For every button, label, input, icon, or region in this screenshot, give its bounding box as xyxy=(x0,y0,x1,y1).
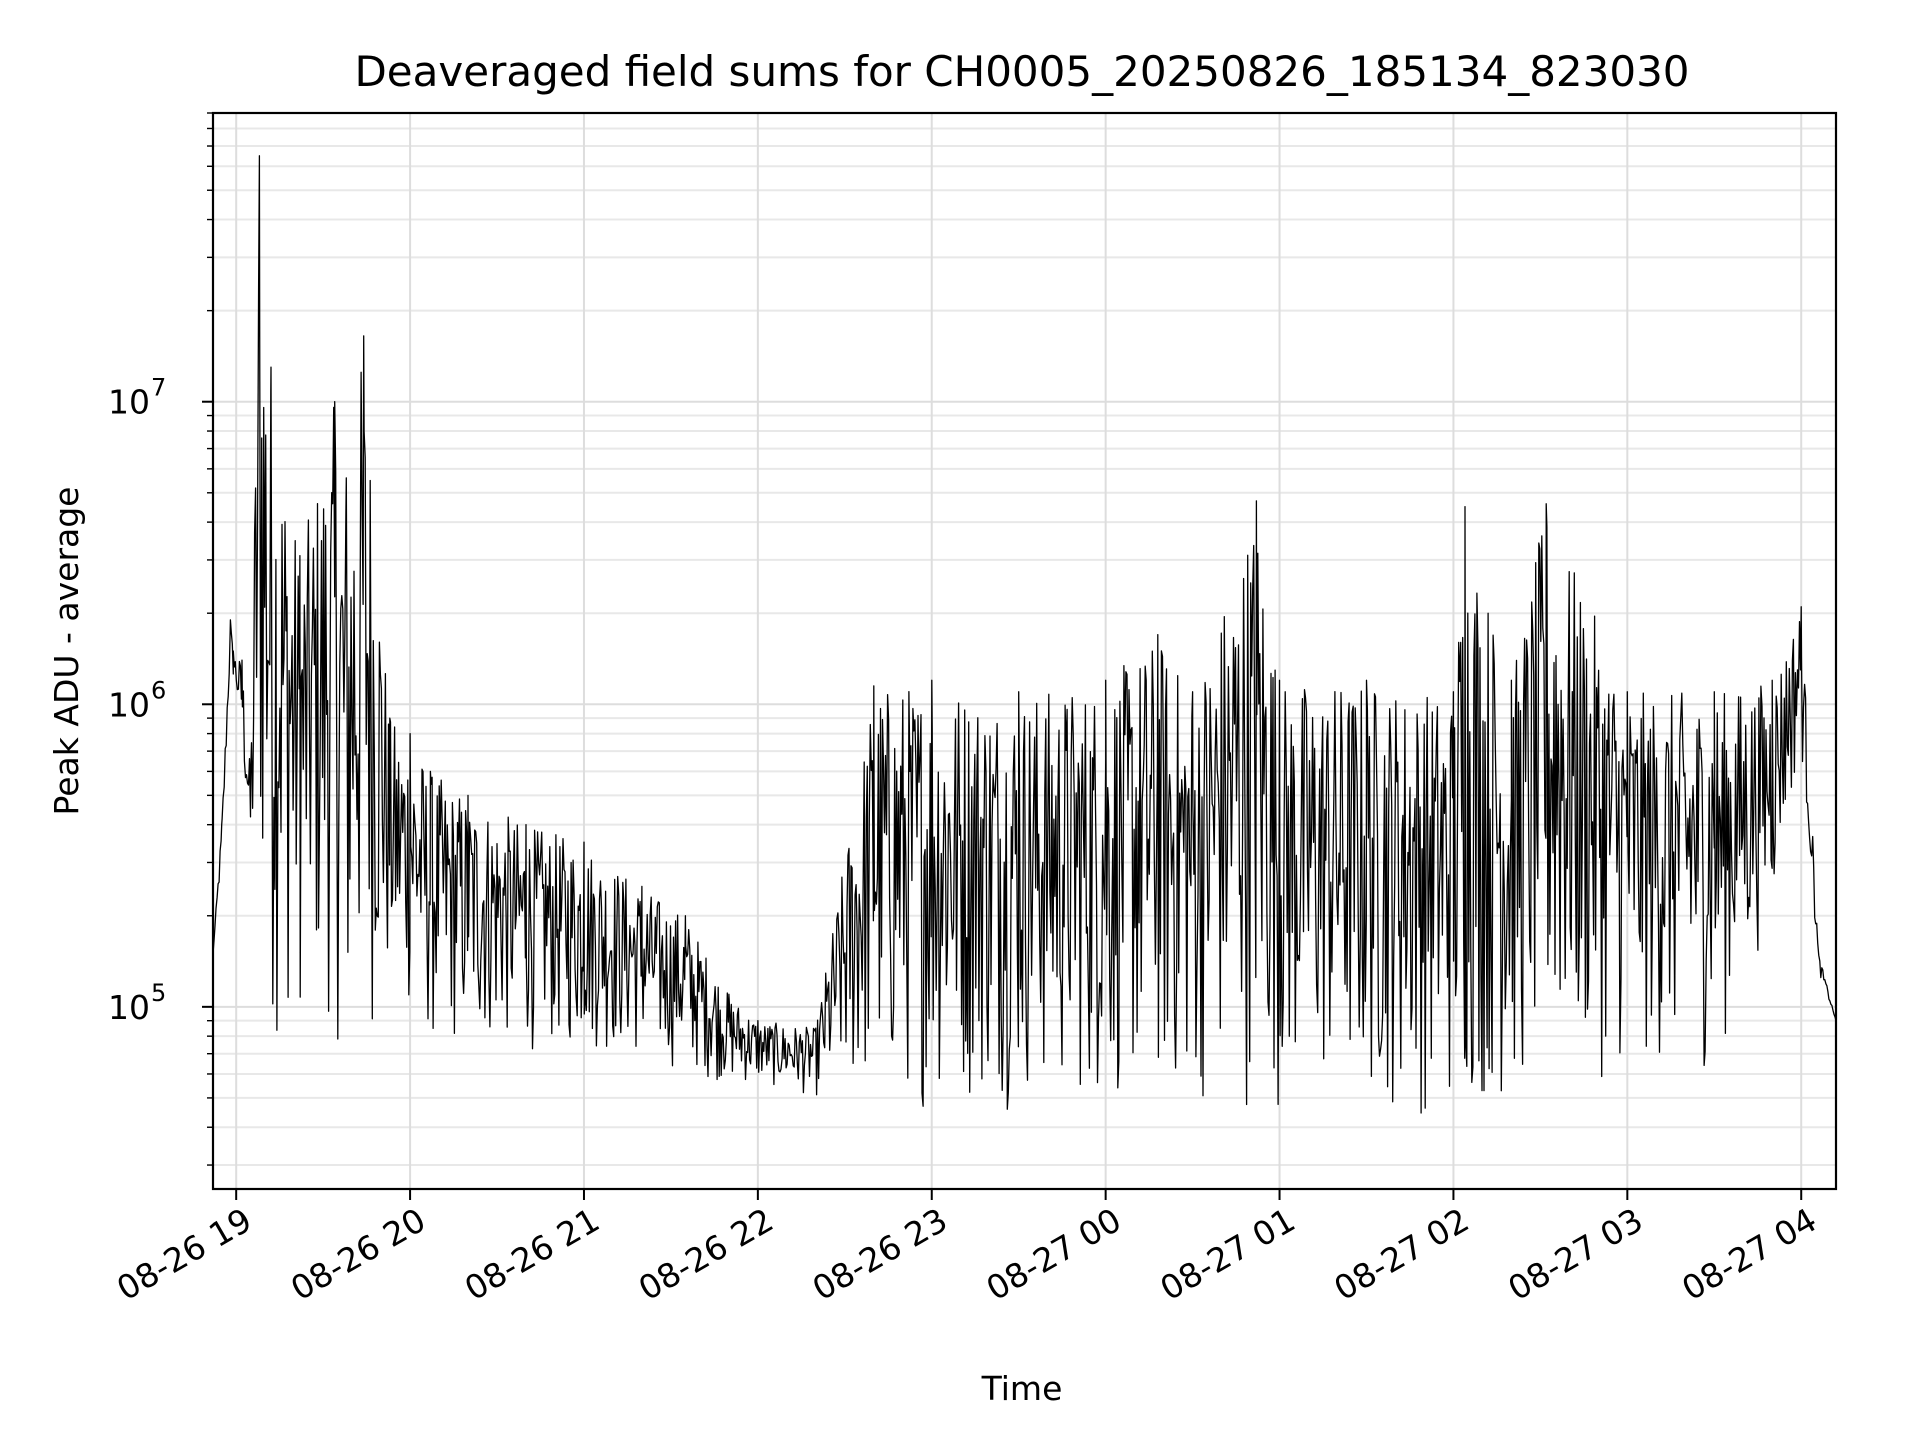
y-tick-exponent: 7 xyxy=(151,374,166,402)
x-tick-label: 08-27 02 xyxy=(1327,1200,1475,1308)
plot-frame xyxy=(211,111,1838,1191)
x-axis-label: Time xyxy=(981,1369,1063,1408)
grid-layer xyxy=(213,112,1836,1189)
x-tick-label: 08-26 21 xyxy=(458,1200,606,1308)
series-line xyxy=(212,155,1837,1114)
y-tick-exponent: 6 xyxy=(151,676,166,704)
y-tick-label: 10 xyxy=(108,685,150,724)
x-tick-label: 08-26 19 xyxy=(110,1200,258,1308)
y-tick-exponent: 5 xyxy=(151,979,166,1007)
y-tick-label: 10 xyxy=(108,988,150,1027)
x-tick-label: 08-27 03 xyxy=(1501,1200,1649,1308)
y-axis-label: Peak ADU - average xyxy=(47,487,86,816)
x-tick-label: 08-26 22 xyxy=(632,1200,780,1308)
series-layer xyxy=(212,155,1837,1114)
x-axis: 08-26 19 08-26 20 08-26 21 08-26 22 08-26 23… xyxy=(110,1189,1823,1308)
chart-title: Deaveraged field sums for CH0005_2025082… xyxy=(354,47,1689,96)
x-tick-label: 08-27 04 xyxy=(1675,1200,1823,1308)
x-tick-label: 08-27 01 xyxy=(1154,1200,1302,1308)
x-tick-label: 08-26 23 xyxy=(806,1200,954,1308)
x-tick-label: 08-26 20 xyxy=(284,1200,432,1308)
y-tick-label: 10 xyxy=(108,383,150,422)
x-tick-label: 08-27 00 xyxy=(980,1200,1128,1308)
